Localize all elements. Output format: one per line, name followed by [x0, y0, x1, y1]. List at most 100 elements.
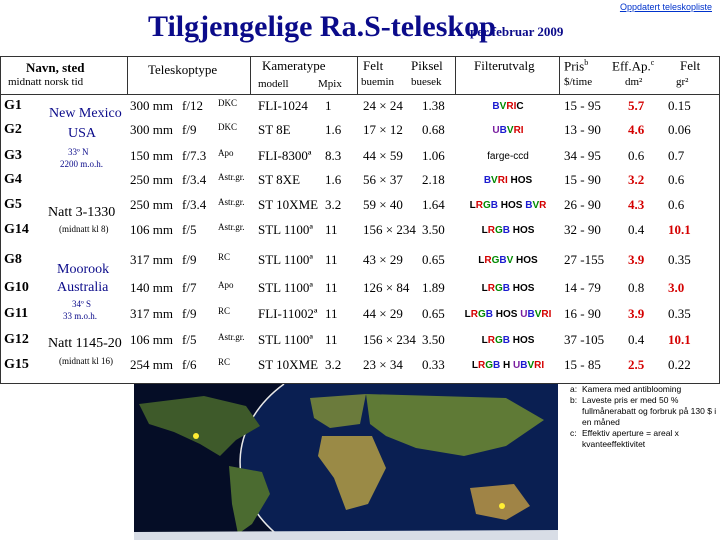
filter-code: HOS: [509, 335, 535, 346]
price-range: 13 - 90: [564, 122, 601, 137]
focal-ratio: f/5: [182, 222, 197, 237]
filter-list: LRGB HOS: [457, 335, 559, 346]
filter-code: C: [516, 101, 524, 112]
camera-mpix: 1.6: [325, 122, 342, 137]
field-of-view: 23 × 34: [363, 357, 403, 372]
focal-ratio: f/9: [182, 252, 197, 267]
field-of-view: 17 × 12: [363, 122, 403, 137]
camera-model: STL 1100ª: [258, 280, 313, 295]
filter-code: V: [527, 360, 535, 371]
table-row: G11 317 mm f/9 RC FLI-11002ª 11 44 × 29 0.65 LRG…: [0, 306, 720, 330]
effective-aperture: 3.9: [628, 252, 645, 267]
filter-list: LRGB HOS: [457, 283, 559, 294]
aperture: 300 mm: [130, 98, 173, 113]
updated-list-link[interactable]: Oppdatert teleskopliste: [619, 2, 712, 12]
camera-model: FLI-1024: [258, 98, 308, 113]
header-field: Felt: [363, 58, 384, 73]
header-divider: [455, 56, 456, 94]
pixel-scale: 3.50: [422, 332, 445, 347]
field-of-view: 156 × 234: [363, 332, 416, 347]
filter-code: G: [491, 255, 500, 266]
site-midnight-note: (midnatt kl 16): [59, 356, 113, 366]
filter-code: HOS: [507, 175, 533, 186]
price-range: 15 - 85: [564, 357, 601, 372]
pixel-scale: 1.06: [422, 148, 445, 163]
camera-mpix: 11: [325, 332, 338, 347]
filter-code: B: [502, 335, 510, 346]
focal-ratio: f/3.4: [182, 197, 207, 212]
focal-ratio: f/9: [182, 306, 197, 321]
price-range: 14 - 79: [564, 280, 601, 295]
field-of-view: 43 × 29: [363, 252, 403, 267]
filter-code: HOS: [509, 283, 535, 294]
filter-code: V: [532, 200, 540, 211]
telescope-type: Astr.gr.: [218, 172, 245, 182]
sky-field: 0.22: [668, 357, 691, 372]
camera-model: STL 1100ª: [258, 252, 313, 267]
page-title: Tilgjengelige Ra.S-teleskop: [148, 10, 496, 43]
telescope-id: G15: [4, 357, 29, 372]
filter-code: G: [494, 225, 503, 236]
filter-code: G: [482, 200, 491, 211]
site-night-hours: Natt 3-1330: [48, 205, 116, 220]
camera-mpix: 3.2: [325, 197, 342, 212]
table-row: G1 300 mm f/12 DKC FLI-1024 1 24 × 24 1.38 BVRIC…: [0, 98, 720, 122]
site-latitude: 34º S: [72, 299, 92, 309]
filter-code: R: [470, 309, 478, 320]
header-field-unit: buemin: [361, 76, 394, 88]
aperture: 250 mm: [130, 197, 173, 212]
australia: [470, 484, 530, 520]
filter-code: HOS: [497, 200, 526, 211]
filter-code: B: [492, 101, 500, 112]
filter-code: HOS: [513, 255, 538, 266]
telescope-type: Apo: [218, 148, 234, 158]
telescope-id: G8: [4, 252, 22, 267]
price-range: 27 -155: [564, 252, 605, 267]
filter-code: L: [464, 309, 471, 320]
aperture: 317 mm: [130, 252, 173, 267]
filter-list: BVRI HOS: [457, 175, 559, 186]
field-of-view: 24 × 24: [363, 98, 403, 113]
filter-code: I: [520, 125, 524, 136]
camera-mpix: 11: [325, 280, 338, 295]
field-of-view: 44 × 59: [363, 148, 403, 163]
telescope-type: Apo: [218, 280, 234, 290]
camera-mpix: 11: [325, 252, 338, 267]
focal-ratio: f/7: [182, 280, 197, 295]
telescope-id: G14: [4, 222, 29, 237]
filter-list: LRGB HOS: [457, 225, 559, 236]
site-altitude: 33 m.o.h.: [63, 311, 98, 321]
site-altitude: 2200 m.o.h.: [60, 159, 104, 169]
sky-field: 0.35: [668, 306, 691, 321]
header-camera-model: modell: [258, 78, 289, 90]
filter-code: R: [497, 175, 505, 186]
sky-field: 3.0: [668, 280, 685, 295]
filter-code: HOS: [492, 309, 521, 320]
sky-field: 0.35: [668, 252, 691, 267]
header-divider: [559, 56, 560, 94]
table-row: G10 140 mm f/7 Apo STL 1100ª 11 126 × 84 1.89 LR…: [0, 280, 720, 304]
filter-code: G: [485, 360, 493, 371]
header-price-unit: $/time: [564, 76, 593, 88]
header-fov-unit: gr²: [676, 76, 689, 88]
camera-model: STL 1100ª: [258, 332, 313, 347]
filter-list: UBVRI: [457, 125, 559, 136]
filter-code: L: [481, 283, 488, 294]
focal-ratio: f/12: [182, 98, 203, 113]
effective-aperture: 0.4: [628, 332, 645, 347]
filter-code: R: [513, 125, 521, 136]
header-fov: Felt: [680, 58, 701, 73]
camera-mpix: 11: [325, 306, 338, 321]
effective-aperture: 3.9: [628, 306, 645, 321]
filter-code: B: [502, 283, 510, 294]
effective-aperture: 4.3: [628, 197, 645, 212]
filter-code: R: [477, 360, 486, 371]
terminator-line: [239, 384, 285, 540]
pixel-scale: 1.38: [422, 98, 445, 113]
field-of-view: 156 × 234: [363, 222, 416, 237]
filter-code: R: [541, 309, 549, 320]
filter-code: R: [475, 200, 483, 211]
sky-field: 10.1: [668, 332, 691, 347]
aperture: 150 mm: [130, 148, 173, 163]
site-marker-australia: [499, 503, 505, 509]
